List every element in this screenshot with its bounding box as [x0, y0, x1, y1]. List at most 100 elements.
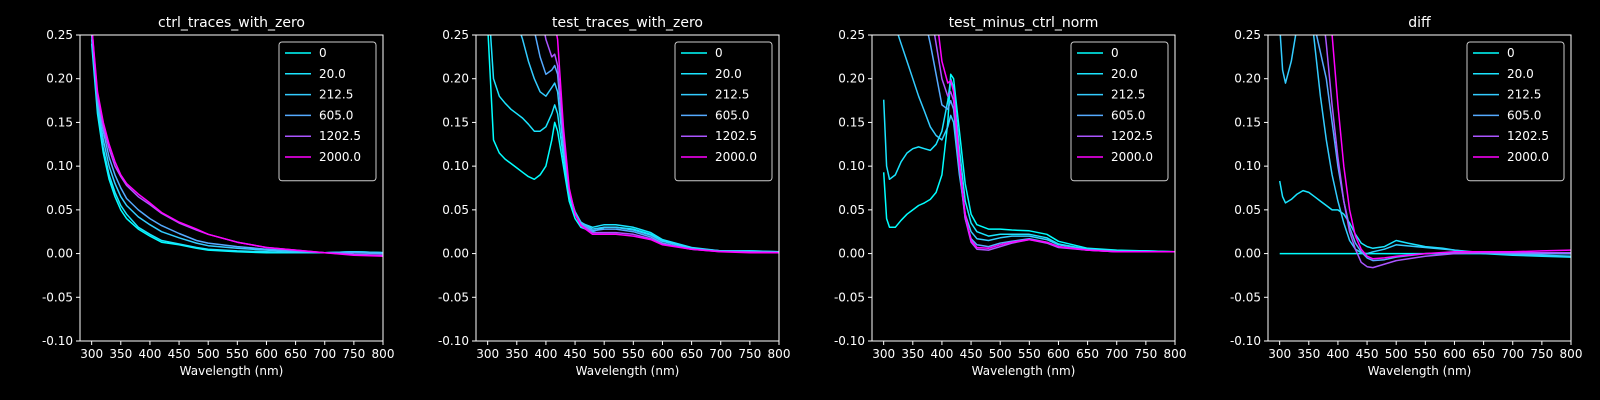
series-group	[882, 35, 1175, 253]
y-tick-label: -0.05	[834, 290, 865, 304]
x-tick-label: 350	[505, 347, 528, 361]
series-line-20-0	[90, 39, 383, 254]
y-tick-label: 0.15	[838, 115, 865, 129]
x-tick-label: 600	[1047, 347, 1070, 361]
x-tick-label: 350	[1297, 347, 1320, 361]
x-tick-label: 800	[372, 347, 395, 361]
x-tick-label: 550	[226, 347, 249, 361]
legend: 0 20.0 212.5 605.0 1202.5 2000.0	[278, 41, 377, 182]
series-line-2000-0	[937, 35, 1175, 253]
x-tick-label: 400	[1326, 347, 1349, 361]
legend-box	[1070, 41, 1169, 182]
x-tick-label: 500	[989, 347, 1012, 361]
legend-label: 605.0	[1507, 108, 1541, 122]
x-tick-label: 350	[109, 347, 132, 361]
axes-frame	[79, 34, 384, 342]
x-tick-label: 600	[1443, 347, 1466, 361]
y-tick-label: -0.10	[1230, 334, 1261, 348]
y-tick-label: 0.00	[1234, 247, 1261, 261]
x-axis-label: Wavelength (nm)	[180, 364, 284, 378]
series-line-212-5	[897, 35, 1175, 253]
y-tick-label: 0.15	[1234, 115, 1261, 129]
x-tick-label: 450	[1356, 347, 1379, 361]
legend-label: 605.0	[319, 108, 353, 122]
y-tick-label: 0.20	[838, 72, 865, 86]
series-line-20-0	[489, 35, 779, 253]
y-tick-label: 0.25	[442, 28, 469, 42]
x-tick-label: 300	[872, 347, 895, 361]
y-tick-label: 0.15	[46, 115, 73, 129]
series-group	[487, 35, 779, 254]
legend-label: 212.5	[715, 88, 749, 102]
chart-title: test_traces_with_zero	[552, 15, 703, 31]
chart-title: test_minus_ctrl_norm	[949, 15, 1099, 31]
subplot-grid: 300 350 400 450 500 550 600 650 700 750 800 -0.10 -0…	[42, 15, 1583, 378]
legend-label: 20.0	[319, 67, 346, 81]
y-tick-label: 0.10	[46, 159, 73, 173]
x-tick-label: 400	[534, 347, 557, 361]
y-tick-label: 0.05	[46, 203, 73, 217]
y-tick-label: 0.25	[46, 28, 73, 42]
legend-label: 212.5	[1507, 88, 1541, 102]
subplot-2: 300 350 400 450 500 550 600 650 700 750 800 -0.10 -0…	[438, 15, 791, 378]
x-tick-label: 500	[197, 347, 220, 361]
y-tick-label: 0.00	[442, 247, 469, 261]
x-axis-label: Wavelength (nm)	[1368, 364, 1472, 378]
axes-frame	[871, 34, 1176, 342]
x-tick-label: 750	[738, 347, 761, 361]
series-group	[90, 35, 383, 257]
y-tick-label: 0.20	[1234, 72, 1261, 86]
legend-label: 0	[1507, 46, 1515, 60]
chart-title: diff	[1408, 15, 1431, 31]
legend: 0 20.0 212.5 605.0 1202.5 2000.0	[1466, 41, 1565, 182]
x-tick-label: 750	[1530, 347, 1553, 361]
x-tick-label: 500	[593, 347, 616, 361]
legend-label: 20.0	[715, 67, 742, 81]
legend-box	[278, 41, 377, 182]
x-tick-label: 800	[1560, 347, 1583, 361]
legend-box	[674, 41, 773, 182]
legend-label: 212.5	[319, 88, 353, 102]
legend-label: 605.0	[715, 108, 749, 122]
legend-label: 0	[715, 46, 723, 60]
x-tick-label: 800	[768, 347, 791, 361]
legend-label: 605.0	[1111, 108, 1145, 122]
x-tick-label: 300	[1268, 347, 1291, 361]
subplot-3: 300 350 400 450 500 550 600 650 700 750 800 -0.10 -0…	[834, 15, 1187, 378]
x-tick-label: 700	[1501, 347, 1524, 361]
x-tick-label: 650	[1472, 347, 1495, 361]
x-tick-label: 450	[960, 347, 983, 361]
y-tick-label: 0.05	[838, 203, 865, 217]
x-tick-label: 450	[564, 347, 587, 361]
legend: 0 20.0 212.5 605.0 1202.5 2000.0	[1070, 41, 1169, 182]
y-tick-label: 0.10	[838, 159, 865, 173]
series-line-212-5	[90, 35, 383, 254]
x-tick-label: 550	[1018, 347, 1041, 361]
legend-label: 20.0	[1507, 67, 1534, 81]
y-tick-label: 0.05	[442, 203, 469, 217]
series-line-0	[487, 35, 779, 253]
series-line-2000-0	[555, 35, 779, 254]
x-tick-label: 500	[1385, 347, 1408, 361]
legend-label: 1202.5	[319, 129, 361, 143]
legend-label: 2000.0	[1111, 150, 1153, 164]
x-tick-label: 450	[168, 347, 191, 361]
y-tick-label: -0.05	[1230, 290, 1261, 304]
legend-label: 1202.5	[715, 129, 757, 143]
x-tick-label: 750	[1134, 347, 1157, 361]
y-tick-label: -0.10	[834, 334, 865, 348]
y-tick-label: 0.05	[1234, 203, 1261, 217]
legend-box	[1466, 41, 1565, 182]
y-tick-label: 0.20	[46, 72, 73, 86]
x-tick-label: 700	[1105, 347, 1128, 361]
legend-label: 2000.0	[715, 150, 757, 164]
subplot-4: 300 350 400 450 500 550 600 650 700 750 800 -0.10 -0…	[1230, 15, 1583, 378]
series-line-0	[882, 73, 1175, 253]
legend-label: 2000.0	[319, 150, 361, 164]
axes-frame	[475, 34, 780, 342]
chart-title: ctrl_traces_with_zero	[158, 15, 305, 31]
series-line-2000-0	[91, 35, 383, 257]
x-tick-label: 600	[651, 347, 674, 361]
